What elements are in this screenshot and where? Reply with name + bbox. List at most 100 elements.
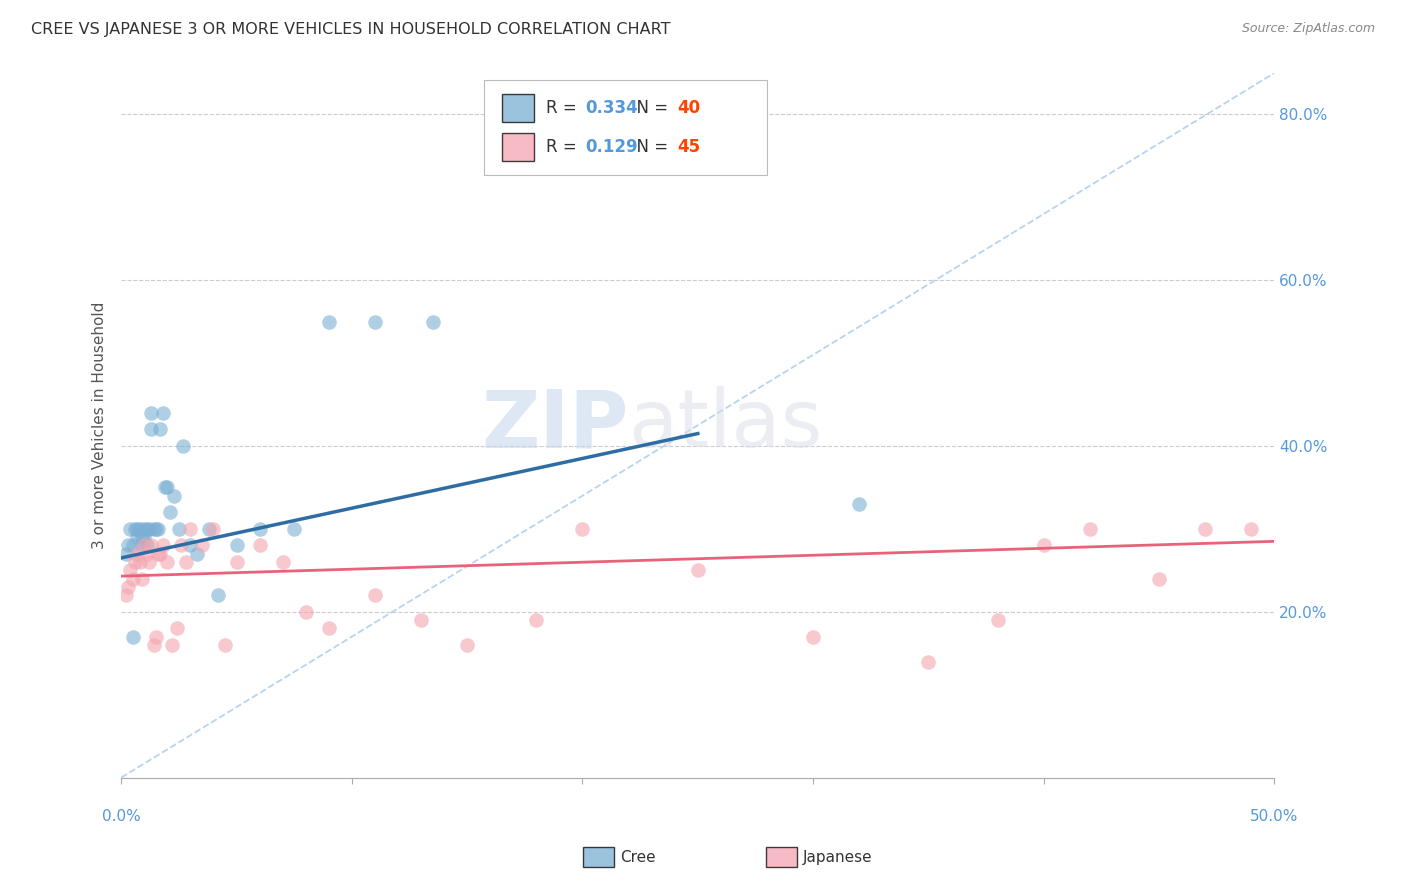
FancyBboxPatch shape xyxy=(485,80,768,175)
Point xyxy=(294,605,316,619)
Point xyxy=(225,555,247,569)
Point xyxy=(170,539,193,553)
Point xyxy=(191,539,214,553)
Point xyxy=(128,522,150,536)
Point xyxy=(124,555,146,569)
Point xyxy=(318,621,340,635)
Text: 40: 40 xyxy=(678,99,700,117)
Point xyxy=(524,613,547,627)
Point xyxy=(1194,522,1216,536)
Text: R =: R = xyxy=(546,99,582,117)
Point xyxy=(1032,539,1054,553)
Point xyxy=(152,406,174,420)
Point xyxy=(249,522,271,536)
Point xyxy=(214,638,236,652)
Point xyxy=(202,522,225,536)
Point xyxy=(686,563,709,577)
Point xyxy=(141,406,163,420)
Point xyxy=(146,547,169,561)
Point xyxy=(156,480,179,494)
Point xyxy=(141,539,163,553)
Point xyxy=(114,588,136,602)
Point xyxy=(198,522,221,536)
FancyBboxPatch shape xyxy=(502,133,534,161)
Point xyxy=(1078,522,1101,536)
Text: Cree: Cree xyxy=(620,850,655,864)
Text: 45: 45 xyxy=(678,138,700,156)
Point xyxy=(1147,572,1170,586)
Point xyxy=(138,555,160,569)
Point xyxy=(145,630,167,644)
Point xyxy=(174,555,197,569)
Text: 0.0%: 0.0% xyxy=(101,809,141,824)
Point xyxy=(138,522,160,536)
Point xyxy=(149,422,172,436)
Point xyxy=(131,539,153,553)
Text: Japanese: Japanese xyxy=(803,850,873,864)
Point xyxy=(134,539,156,553)
Point xyxy=(160,638,183,652)
Point xyxy=(149,547,172,561)
Point xyxy=(135,547,157,561)
Point xyxy=(135,539,157,553)
Point xyxy=(364,588,387,602)
Point xyxy=(917,655,939,669)
Text: N =: N = xyxy=(626,138,673,156)
Point xyxy=(134,530,156,544)
Text: CREE VS JAPANESE 3 OR MORE VEHICLES IN HOUSEHOLD CORRELATION CHART: CREE VS JAPANESE 3 OR MORE VEHICLES IN H… xyxy=(31,22,671,37)
Point xyxy=(167,522,190,536)
Point xyxy=(142,522,165,536)
Point xyxy=(153,480,176,494)
Point xyxy=(128,555,150,569)
Point xyxy=(131,572,153,586)
Text: 0.334: 0.334 xyxy=(585,99,637,117)
Point xyxy=(134,522,156,536)
Point xyxy=(117,539,139,553)
Point xyxy=(801,630,824,644)
Point xyxy=(121,630,143,644)
Point xyxy=(152,539,174,553)
Text: atlas: atlas xyxy=(628,386,823,464)
Point xyxy=(142,638,165,652)
Point xyxy=(124,522,146,536)
Text: R =: R = xyxy=(546,138,582,156)
Point xyxy=(117,580,139,594)
Point xyxy=(163,489,186,503)
Point xyxy=(271,555,294,569)
Point xyxy=(179,539,201,553)
Point xyxy=(249,539,271,553)
Point xyxy=(121,572,143,586)
Text: 50.0%: 50.0% xyxy=(1250,809,1299,824)
Point xyxy=(127,547,149,561)
Point xyxy=(848,497,870,511)
Point xyxy=(114,547,136,561)
Point xyxy=(120,563,142,577)
Point xyxy=(571,522,593,536)
Point xyxy=(422,315,444,329)
Point xyxy=(121,539,143,553)
Text: Source: ZipAtlas.com: Source: ZipAtlas.com xyxy=(1241,22,1375,36)
Point xyxy=(120,522,142,536)
Point xyxy=(409,613,432,627)
Text: N =: N = xyxy=(626,99,673,117)
Point xyxy=(146,522,169,536)
Point xyxy=(156,555,179,569)
Point xyxy=(364,315,387,329)
Point xyxy=(159,505,181,519)
Point xyxy=(166,621,188,635)
Point xyxy=(283,522,305,536)
Point xyxy=(225,539,247,553)
Text: 0.129: 0.129 xyxy=(585,138,637,156)
Point xyxy=(987,613,1010,627)
Point xyxy=(141,422,163,436)
Point xyxy=(456,638,478,652)
FancyBboxPatch shape xyxy=(502,95,534,122)
Point xyxy=(318,315,340,329)
Point xyxy=(173,439,195,453)
Point xyxy=(1240,522,1263,536)
Point xyxy=(135,522,157,536)
Point xyxy=(131,530,153,544)
Point xyxy=(127,530,149,544)
Text: ZIP: ZIP xyxy=(481,386,628,464)
Point xyxy=(179,522,201,536)
